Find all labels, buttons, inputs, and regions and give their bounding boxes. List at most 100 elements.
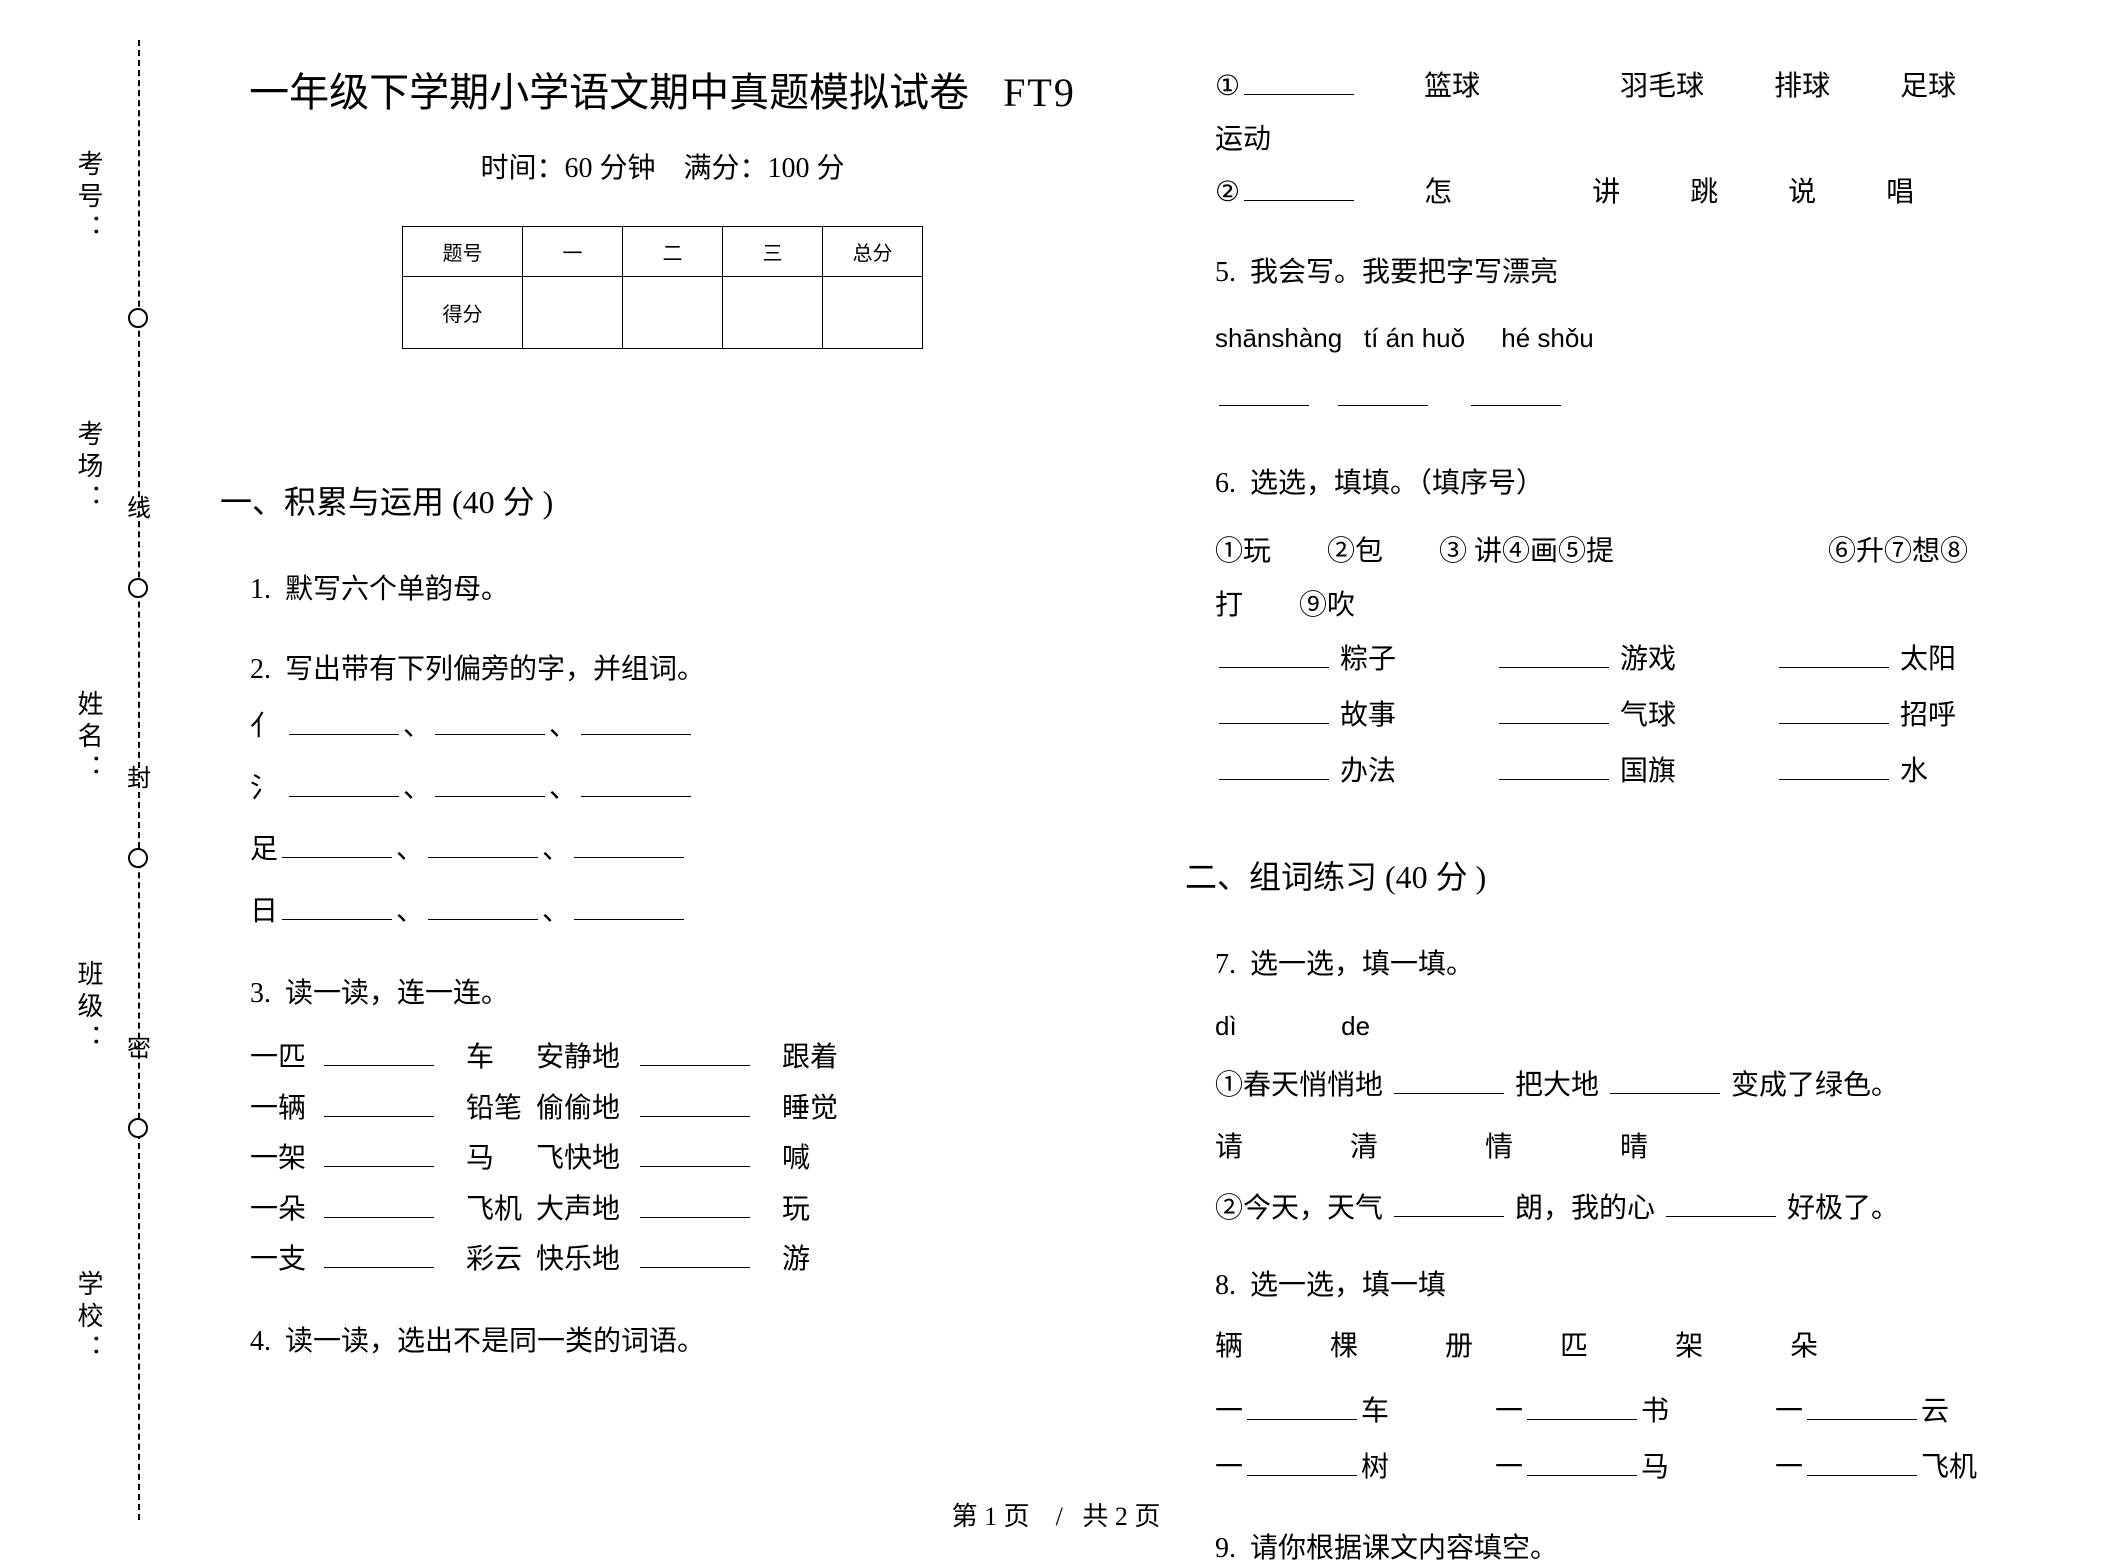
opt: 情 bbox=[1485, 1132, 1513, 1163]
blank[interactable] bbox=[1244, 67, 1354, 95]
q7-opts2: 请 清 情 晴 bbox=[1215, 1124, 2070, 1172]
word: 排球 bbox=[1774, 60, 1830, 113]
td-label: 得分 bbox=[403, 277, 523, 349]
blank[interactable] bbox=[640, 1038, 750, 1066]
blank[interactable] bbox=[1338, 378, 1428, 406]
blank[interactable] bbox=[1219, 378, 1309, 406]
blank[interactable] bbox=[1394, 1066, 1504, 1094]
blank[interactable] bbox=[1499, 752, 1609, 780]
blank[interactable] bbox=[1610, 1066, 1720, 1094]
blank[interactable] bbox=[1247, 1448, 1357, 1476]
footer-right: 共 2 页 bbox=[1082, 1502, 1160, 1531]
q3-mid2: 飞快地 bbox=[536, 1134, 636, 1184]
score-cell[interactable] bbox=[723, 277, 823, 349]
q-num: 7. bbox=[1215, 949, 1236, 980]
blank[interactable] bbox=[1499, 696, 1609, 724]
score-table: 题号 一 二 三 总分 得分 bbox=[402, 226, 923, 349]
exam-subtitle: 时间：60 分钟 满分：100 分 bbox=[220, 146, 1105, 186]
q8-fill-grid: 一车一书一云一树一马一飞机 bbox=[1215, 1384, 2070, 1496]
binding-label-kaohao: 考号： bbox=[70, 150, 107, 246]
blank[interactable] bbox=[428, 830, 538, 858]
footer-left: 第 1 页 bbox=[952, 1502, 1030, 1531]
score-cell[interactable] bbox=[823, 277, 923, 349]
blank[interactable] bbox=[324, 1089, 434, 1117]
blank[interactable] bbox=[640, 1089, 750, 1117]
time-label: 时间： bbox=[480, 153, 564, 184]
q-text: 请你根据课文内容填空。 bbox=[1250, 1533, 1558, 1564]
question-8: 8. 选一选，填一填 bbox=[1215, 1263, 2070, 1303]
blank[interactable] bbox=[1779, 640, 1889, 668]
q3-left: 一朵 bbox=[250, 1185, 320, 1235]
title-main: 一年级下学期小学语文期中真题模拟试卷 bbox=[249, 70, 969, 115]
q-text: 选选，填填。（填序号） bbox=[1250, 468, 1544, 499]
blank[interactable] bbox=[640, 1190, 750, 1218]
q2-line: 日、、 bbox=[250, 888, 1105, 936]
q2-line: 足、、 bbox=[250, 826, 1105, 874]
q3-mid2: 大声地 bbox=[536, 1185, 636, 1235]
blank[interactable] bbox=[282, 830, 392, 858]
q6-row: 故事 气球 招呼 bbox=[1215, 688, 2070, 744]
blank[interactable] bbox=[1779, 752, 1889, 780]
q4-row1: ①篮球 羽毛球 排球 足球 运动 bbox=[1215, 60, 2070, 166]
blank[interactable] bbox=[1471, 378, 1561, 406]
blank[interactable] bbox=[435, 769, 545, 797]
section-2-heading: 二、组词练习 (40 分 ) bbox=[1185, 852, 2070, 898]
blank[interactable] bbox=[581, 769, 691, 797]
blank[interactable] bbox=[1219, 640, 1329, 668]
score-cell[interactable] bbox=[623, 277, 723, 349]
blank[interactable] bbox=[1807, 1448, 1917, 1476]
word: 足球 bbox=[1900, 60, 1956, 113]
blank[interactable] bbox=[640, 1240, 750, 1268]
th-col: 二 bbox=[623, 227, 723, 277]
blank[interactable] bbox=[1666, 1189, 1776, 1217]
radical: 亻 bbox=[250, 711, 278, 742]
pinyin-word: dì bbox=[1215, 1011, 1237, 1041]
blank[interactable] bbox=[1247, 1392, 1357, 1420]
q-num: 3. bbox=[250, 978, 271, 1009]
blank[interactable] bbox=[574, 830, 684, 858]
blank[interactable] bbox=[1807, 1392, 1917, 1420]
binding-char-mi: 密 bbox=[127, 1028, 151, 1063]
blank[interactable] bbox=[289, 707, 399, 735]
blank[interactable] bbox=[1779, 696, 1889, 724]
binding-circle bbox=[128, 578, 148, 598]
q4-row2: ②怎 讲 跳 说 唱 bbox=[1215, 166, 2070, 219]
blank[interactable] bbox=[1219, 752, 1329, 780]
blank[interactable] bbox=[581, 707, 691, 735]
blank[interactable] bbox=[1244, 173, 1354, 201]
q8-cell: 一书 bbox=[1495, 1384, 1775, 1440]
blank[interactable] bbox=[640, 1139, 750, 1167]
blank[interactable] bbox=[1527, 1448, 1637, 1476]
question-3: 3. 读一读，连一连。 bbox=[250, 971, 1105, 1011]
pinyin-word: tí án huǒ bbox=[1364, 323, 1465, 353]
blank[interactable] bbox=[1394, 1189, 1504, 1217]
score-cell[interactable] bbox=[523, 277, 623, 349]
blank[interactable] bbox=[1527, 1392, 1637, 1420]
blank[interactable] bbox=[1219, 696, 1329, 724]
word: 篮球 bbox=[1424, 71, 1480, 102]
q6-choices: ①玩 ②包 ③ 讲④画⑤提 ⑥升⑦想⑧ 打 ⑨吹 bbox=[1215, 525, 2070, 631]
blank[interactable] bbox=[282, 892, 392, 920]
q3-row: 一架 马飞快地 喊 bbox=[250, 1134, 1105, 1184]
q-text: 选一选，填一填。 bbox=[1250, 949, 1474, 980]
blank[interactable] bbox=[324, 1139, 434, 1167]
opt: 册 bbox=[1445, 1331, 1473, 1362]
blank[interactable] bbox=[428, 892, 538, 920]
right-column: ①篮球 羽毛球 排球 足球 运动 ②怎 讲 跳 说 唱 5. 我会写。我要把字写… bbox=[1185, 60, 2070, 1500]
q6-choices-line: ①玩 ②包 ③ 讲④画⑤提 ⑥升⑦想⑧ bbox=[1215, 525, 2070, 578]
blank[interactable] bbox=[435, 707, 545, 735]
q-num: 8. bbox=[1215, 1270, 1236, 1301]
binding-circle bbox=[128, 1118, 148, 1138]
blank[interactable] bbox=[324, 1190, 434, 1218]
q8-cell: 一云 bbox=[1775, 1384, 2055, 1440]
blank[interactable] bbox=[1499, 640, 1609, 668]
blank[interactable] bbox=[574, 892, 684, 920]
text: 朗，我的心 bbox=[1515, 1193, 1655, 1224]
page-content: 一年级下学期小学语文期中真题模拟试卷 FT9 时间：60 分钟 满分：100 分… bbox=[220, 60, 2070, 1500]
q8-cell: 一树 bbox=[1215, 1440, 1495, 1496]
blank[interactable] bbox=[324, 1038, 434, 1066]
binding-char-xian: 线 bbox=[127, 488, 151, 523]
blank[interactable] bbox=[324, 1240, 434, 1268]
q-text: 我会写。我要把字写漂亮 bbox=[1250, 257, 1558, 288]
blank[interactable] bbox=[289, 769, 399, 797]
